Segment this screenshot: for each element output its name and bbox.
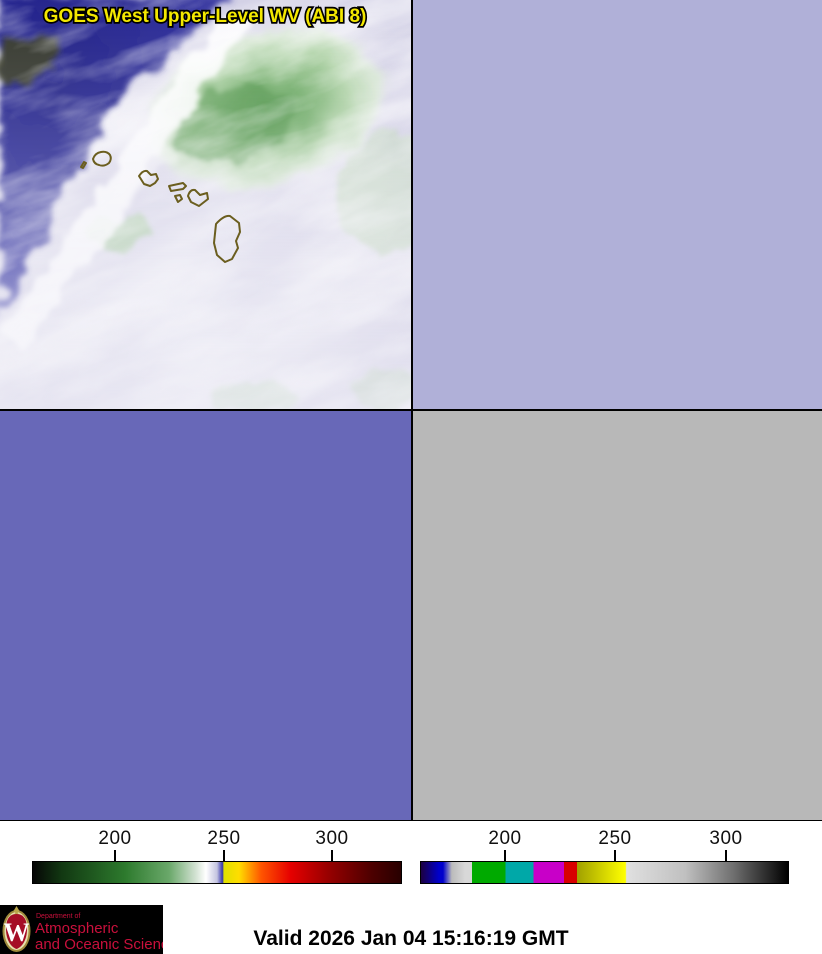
svg-text:W: W [4,918,30,947]
svg-text:and Oceanic Sciences: and Oceanic Sciences [35,936,163,953]
svg-text:Atmospheric: Atmospheric [35,920,119,937]
svg-text:GOES West Upper-Level WV (ABI: GOES West Upper-Level WV (ABI 8) [44,6,367,27]
svg-text:Department of: Department of [36,913,80,920]
